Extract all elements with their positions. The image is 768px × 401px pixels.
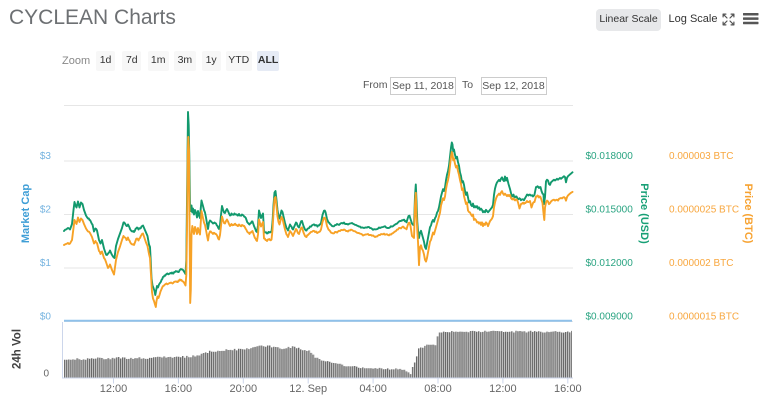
svg-text:04:00: 04:00 bbox=[359, 383, 387, 395]
svg-text:12:00: 12:00 bbox=[100, 383, 128, 395]
svg-text:$1: $1 bbox=[40, 258, 52, 269]
svg-text:0.0000025 BTC: 0.0000025 BTC bbox=[669, 205, 739, 216]
svg-text:08:00: 08:00 bbox=[424, 383, 452, 395]
svg-text:$0.012000: $0.012000 bbox=[586, 258, 634, 269]
svg-text:Market Cap: Market Cap bbox=[20, 184, 32, 244]
svg-text:16:00: 16:00 bbox=[554, 383, 582, 395]
svg-text:24h Vol: 24h Vol bbox=[12, 329, 24, 369]
svg-text:$2: $2 bbox=[40, 205, 52, 216]
svg-text:$0: $0 bbox=[40, 312, 52, 323]
svg-text:0: 0 bbox=[43, 369, 49, 380]
svg-text:$0.015000: $0.015000 bbox=[586, 205, 634, 216]
svg-text:12. Sep: 12. Sep bbox=[289, 383, 327, 395]
svg-text:Price (BTC): Price (BTC) bbox=[742, 184, 754, 244]
svg-text:Price (USD): Price (USD) bbox=[638, 183, 650, 244]
svg-text:$3: $3 bbox=[40, 151, 52, 162]
svg-text:16:00: 16:00 bbox=[165, 383, 193, 395]
svg-text:0.000003 BTC: 0.000003 BTC bbox=[669, 151, 734, 162]
svg-text:$0.018000: $0.018000 bbox=[586, 151, 634, 162]
svg-text:$0.009000: $0.009000 bbox=[586, 312, 634, 323]
svg-text:20:00: 20:00 bbox=[230, 383, 258, 395]
svg-text:0.000002 BTC: 0.000002 BTC bbox=[669, 258, 734, 269]
svg-text:0.0000015 BTC: 0.0000015 BTC bbox=[669, 312, 739, 323]
svg-text:12:00: 12:00 bbox=[489, 383, 517, 395]
